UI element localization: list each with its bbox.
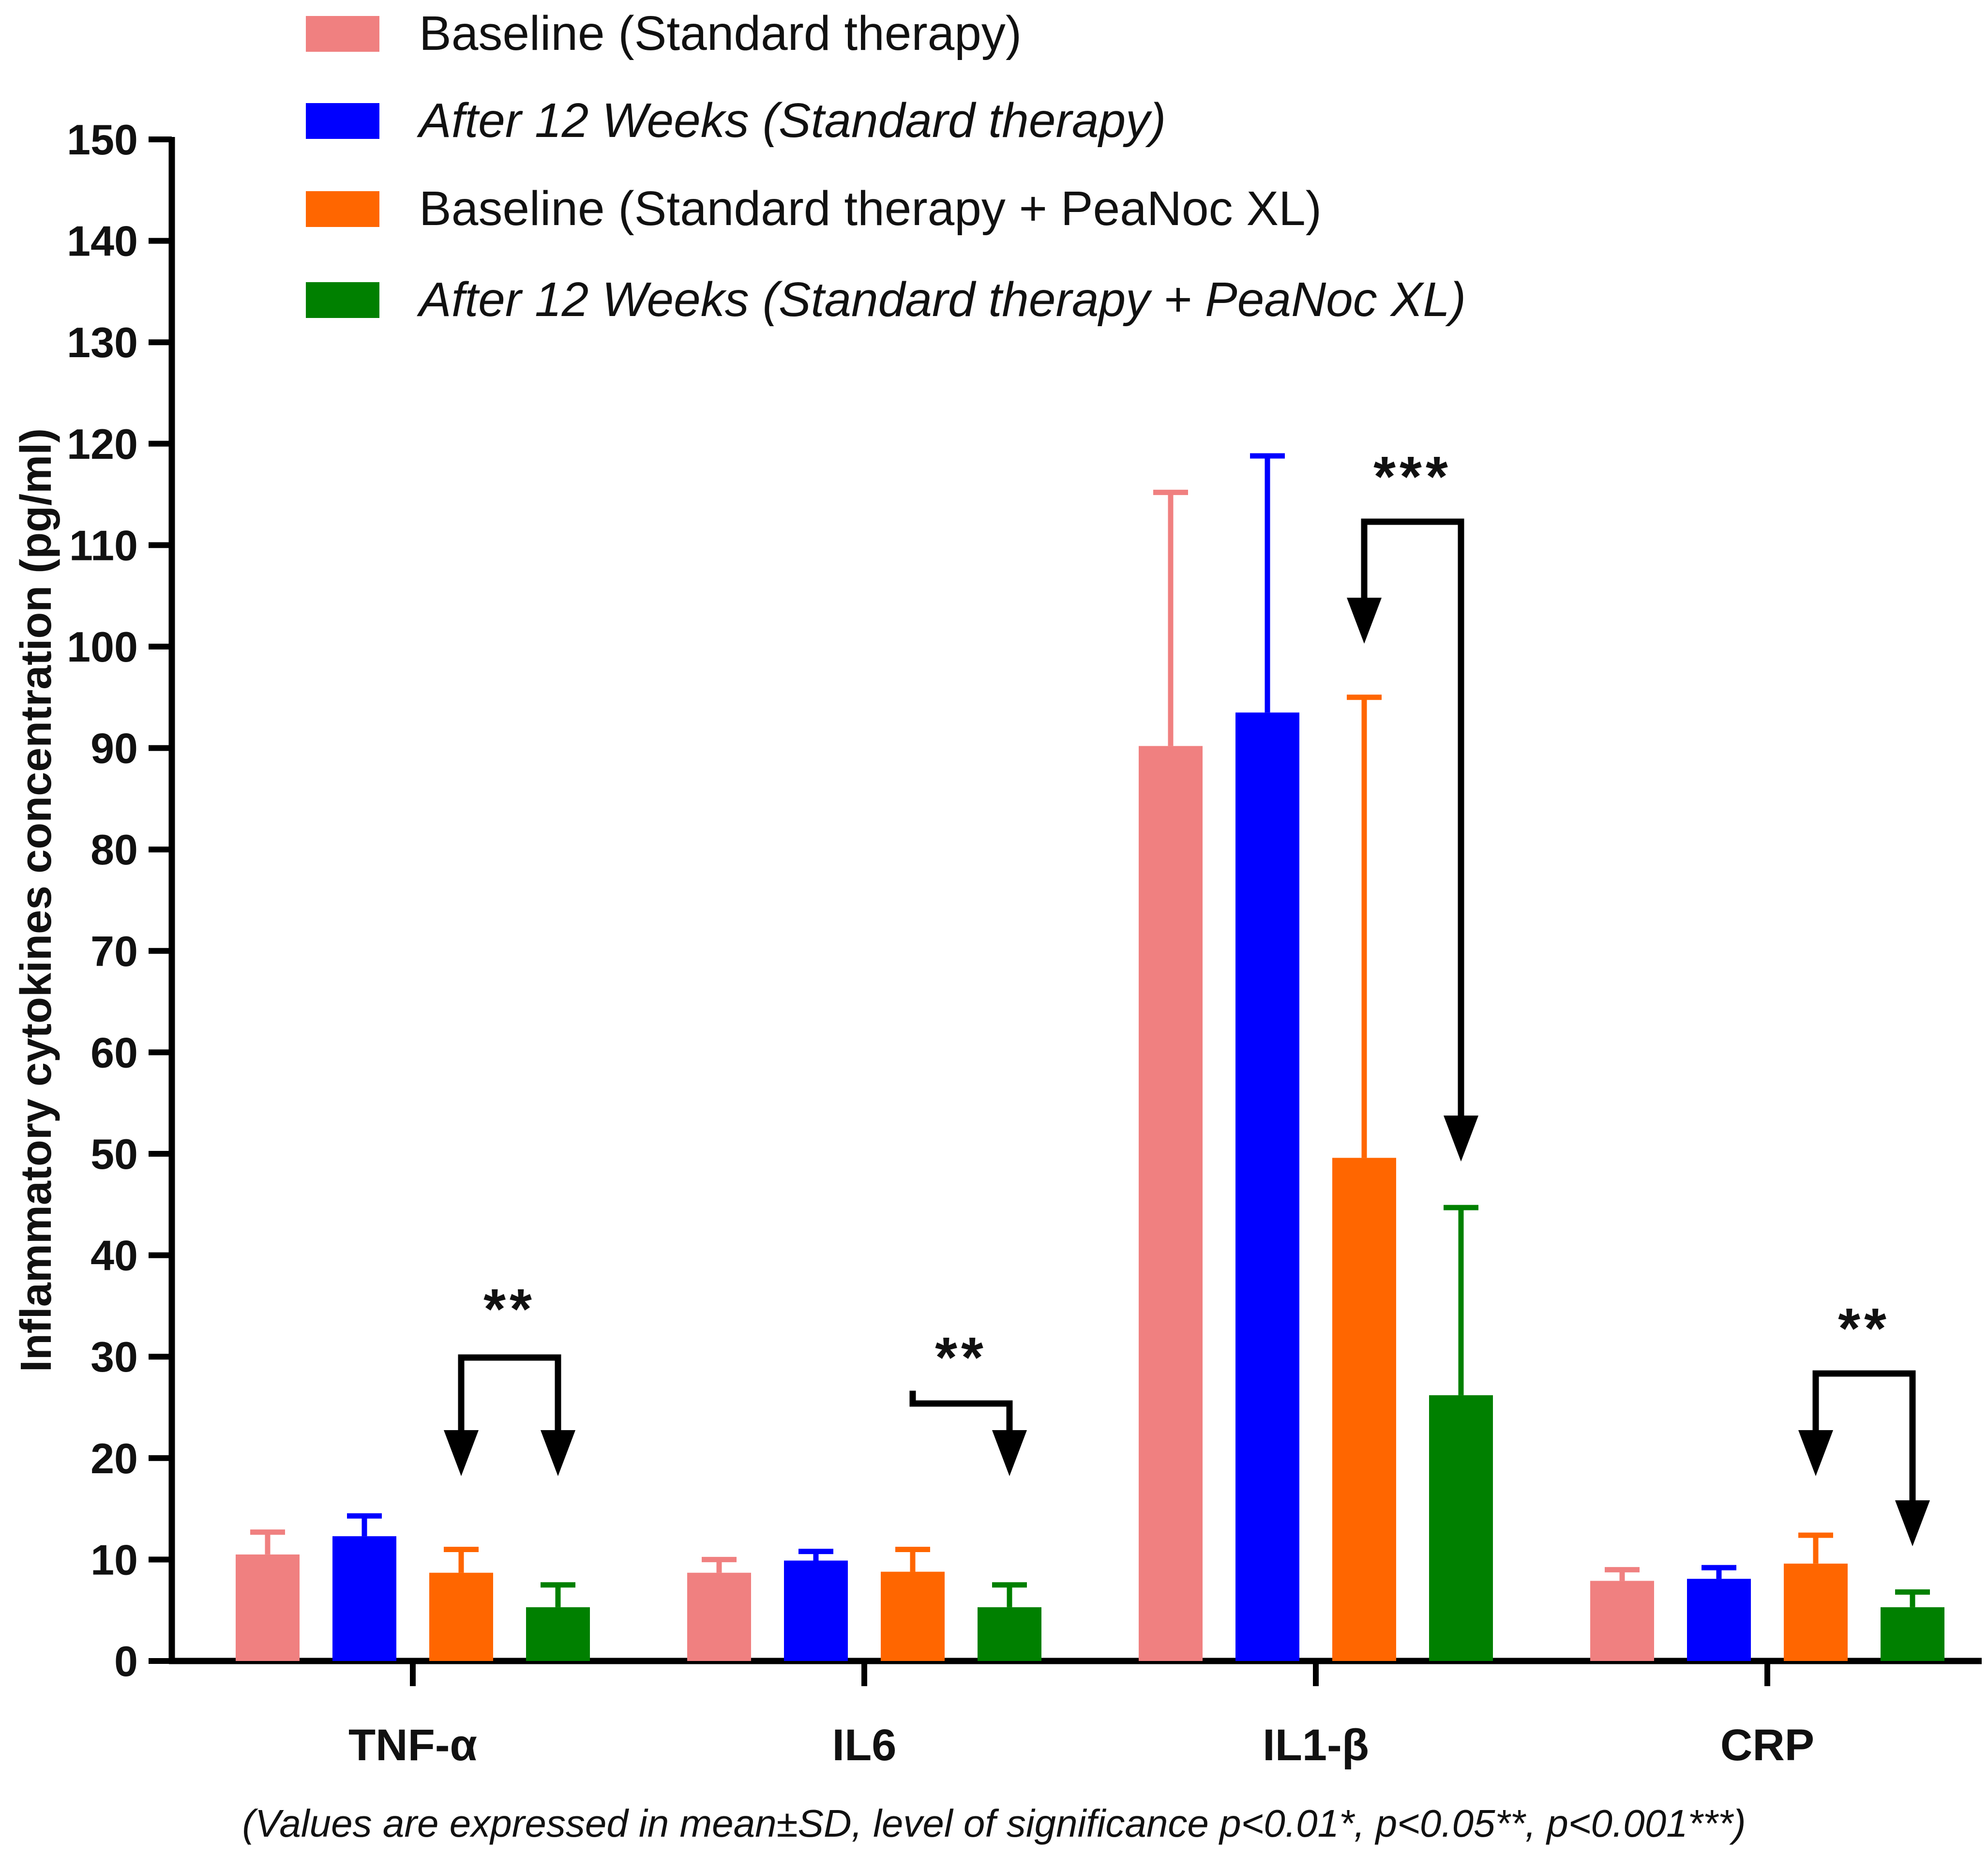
y-tick-label: 0 [114,1637,138,1685]
bar-il6-series-4 [978,1607,1041,1661]
legend-swatch-2 [306,103,379,139]
legend-label-2: After 12 Weeks (Standard therapy) [417,93,1166,148]
y-tick-label: 10 [90,1536,138,1584]
axes: Inflammatory cytokines concentration (pg… [12,116,1982,1770]
significance-label-il1: *** [1373,445,1452,509]
x-tick-label-tnf: TNF-α [348,1721,477,1770]
x-tick-label-il1: IL1-β [1263,1721,1369,1770]
bar-crp-series-3 [1784,1563,1848,1661]
bar-crp-series-1 [1590,1581,1654,1661]
y-tick-label: 140 [67,217,138,265]
footnote: (Values are expressed in mean±SD, level … [242,1802,1746,1845]
bar-il1-series-1 [1139,746,1203,1661]
legend-swatch-1 [306,16,379,52]
y-tick-label: 130 [67,318,138,366]
y-tick-label: 80 [90,826,138,874]
bar-crp-series-4 [1881,1607,1944,1661]
y-tick-label: 40 [90,1232,138,1280]
arrow-head-right-il1 [1444,1116,1478,1162]
significance-label-tnf: ** [483,1277,536,1341]
y-tick-label: 20 [90,1434,138,1482]
legend: Baseline (Standard therapy) After 12 Week… [306,6,1466,327]
y-tick-label: 110 [69,521,138,569]
arrow-head-right-crp [1895,1500,1930,1546]
y-tick-label: 30 [90,1333,138,1381]
y-tick-label: 150 [67,116,138,164]
y-axis-label: Inflammatory cytokines concentration (pg… [12,428,60,1372]
y-tick-label: 120 [67,420,138,468]
x-tick-label-crp: CRP [1720,1721,1814,1770]
significance-label-il6: ** [935,1326,987,1389]
bar-tnf-series-2 [332,1536,396,1661]
bar-il1-series-2 [1235,712,1299,1661]
bar-il6-series-1 [687,1572,751,1661]
legend-label-3: Baseline (Standard therapy + PeaNoc XL) [419,181,1322,236]
y-tick-label: 50 [90,1130,138,1178]
bar-tnf-series-4 [526,1607,590,1661]
bar-il6-series-2 [784,1560,848,1661]
bar-tnf-series-1 [236,1554,300,1661]
arrow-head-left-il1 [1347,598,1382,644]
x-tick-label-il6: IL6 [832,1721,897,1770]
bar-tnf-series-3 [429,1572,493,1661]
y-tick-label: 70 [90,927,138,975]
bar-il1-series-4 [1429,1395,1493,1661]
significance-markers: ********* [444,445,1930,1546]
legend-swatch-3 [306,191,379,227]
bar-crp-series-2 [1687,1579,1751,1661]
legend-label-1: Baseline (Standard therapy) [419,6,1022,60]
arrow-head-right-tnf [541,1430,575,1476]
y-tick-label: 60 [90,1028,138,1076]
y-tick-label: 90 [90,725,138,772]
bar-il1-series-3 [1332,1158,1396,1661]
arrow-head-left-tnf [444,1430,479,1476]
legend-swatch-4 [306,282,379,318]
y-tick-label: 100 [67,623,138,671]
bar-il6-series-3 [881,1571,945,1661]
arrow-head-right-il6 [992,1430,1027,1476]
arrow-head-left-crp [1798,1430,1833,1476]
significance-label-crp: ** [1838,1297,1890,1360]
legend-label-4: After 12 Weeks (Standard therapy + PeaNo… [417,272,1466,327]
bars [236,453,1944,1661]
